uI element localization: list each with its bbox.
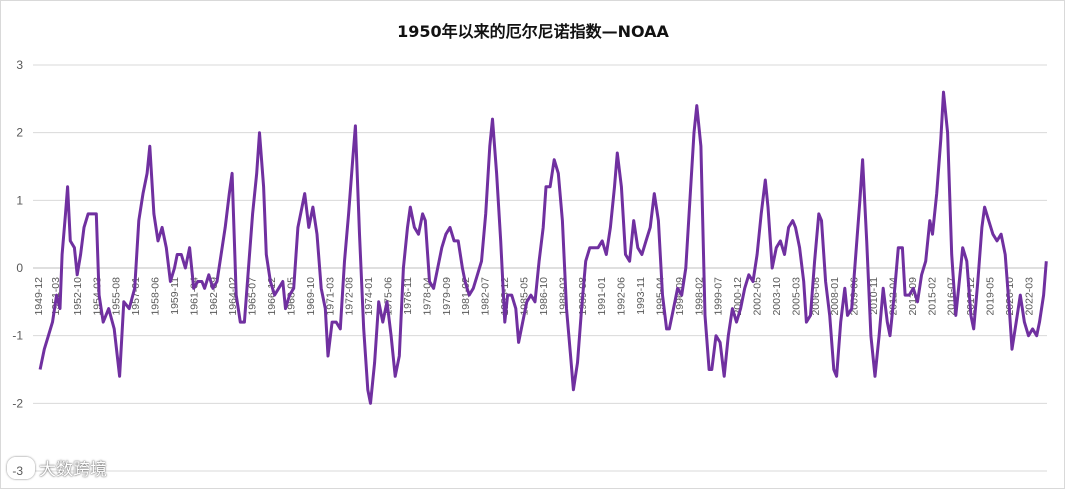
y-tick-label: -3 [12,464,23,478]
x-tick-label: 1957-01 [130,277,142,316]
x-tick-label: 2008-01 [829,277,841,316]
y-tick-label: 0 [16,261,23,275]
x-tick-label: 1978-04 [421,277,433,316]
y-axis-ticks: 3 2 1 0 -1 -2 -3 [12,58,23,478]
x-tick-label: 1955-08 [111,277,123,316]
x-tick-label: 2019-05 [985,277,997,316]
watermark-text: 大数跨境 [39,460,107,480]
x-tick-label: 1993-11 [635,277,647,315]
x-tick-label: 1968-05 [285,277,297,316]
x-tick-label: 1961-04 [188,277,200,316]
grid-lines [33,64,1047,472]
x-tick-label: 1998-02 [693,277,705,316]
x-tick-label: 1982-07 [480,277,492,316]
x-tick-label: 1986-10 [538,277,550,316]
x-tick-label: 1958-06 [150,277,162,316]
x-tick-label: 1999-07 [713,277,725,316]
x-tick-label: 2005-03 [790,277,802,316]
x-tick-label: 1991-01 [596,277,608,316]
x-tick-label: 1974-01 [363,277,375,316]
x-tick-label: 2002-05 [752,277,764,316]
x-tick-label: 1965-07 [247,277,259,316]
x-tick-label: 2013-09 [907,277,919,316]
x-tick-label: 1962-09 [208,277,220,316]
x-tick-label: 1966-12 [266,277,278,316]
chart-title: 1950年以来的厄尔尼诺指数—NOAA [397,22,669,41]
x-tick-label: 1972-08 [344,277,356,316]
y-tick-label: -2 [12,396,23,410]
x-tick-label: 1971-03 [324,277,336,316]
x-tick-label: 1949-12 [33,277,45,316]
x-tick-label: 1981-02 [460,277,472,316]
y-tick-label: 2 [16,126,23,140]
x-tick-label: 1959-11 [169,277,181,315]
y-tick-label: 3 [16,58,23,72]
y-tick-label: -1 [12,329,23,343]
x-tick-label: 1979-09 [441,277,453,316]
x-tick-label: 1976-11 [402,277,414,315]
x-tick-label: 1969-10 [305,277,317,316]
x-tick-label: 2015-02 [926,277,938,316]
nino-index-line [38,90,1048,405]
x-tick-label: 2003-10 [771,277,783,316]
x-tick-label: 1992-06 [616,277,628,316]
watermark: 大数跨境 [7,455,107,480]
y-tick-label: 1 [16,193,23,207]
watermark-logo-icon [7,456,35,479]
x-tick-label: 2022-03 [1023,277,1035,316]
x-tick-label: 1952-10 [72,277,84,316]
